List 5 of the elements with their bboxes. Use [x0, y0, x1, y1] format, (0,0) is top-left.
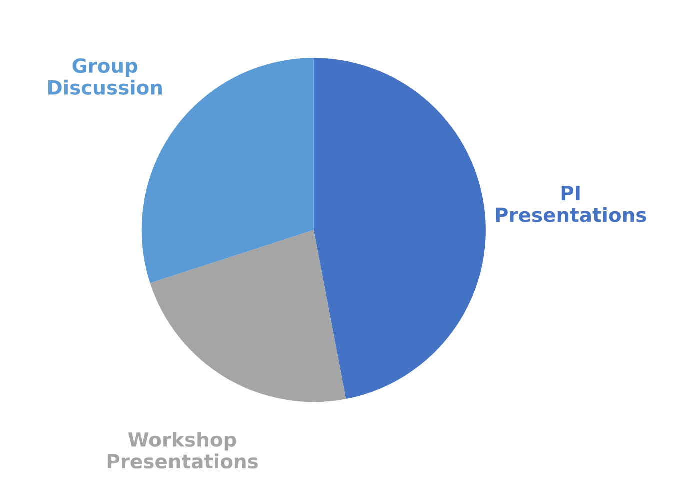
slice-label: PI Presentations: [496, 186, 646, 222]
slice-label: Group Discussion: [48, 58, 162, 95]
slice-label: Workshop Presentations: [108, 432, 258, 469]
pie-slice: [314, 58, 486, 400]
pie-slice: [150, 230, 346, 402]
